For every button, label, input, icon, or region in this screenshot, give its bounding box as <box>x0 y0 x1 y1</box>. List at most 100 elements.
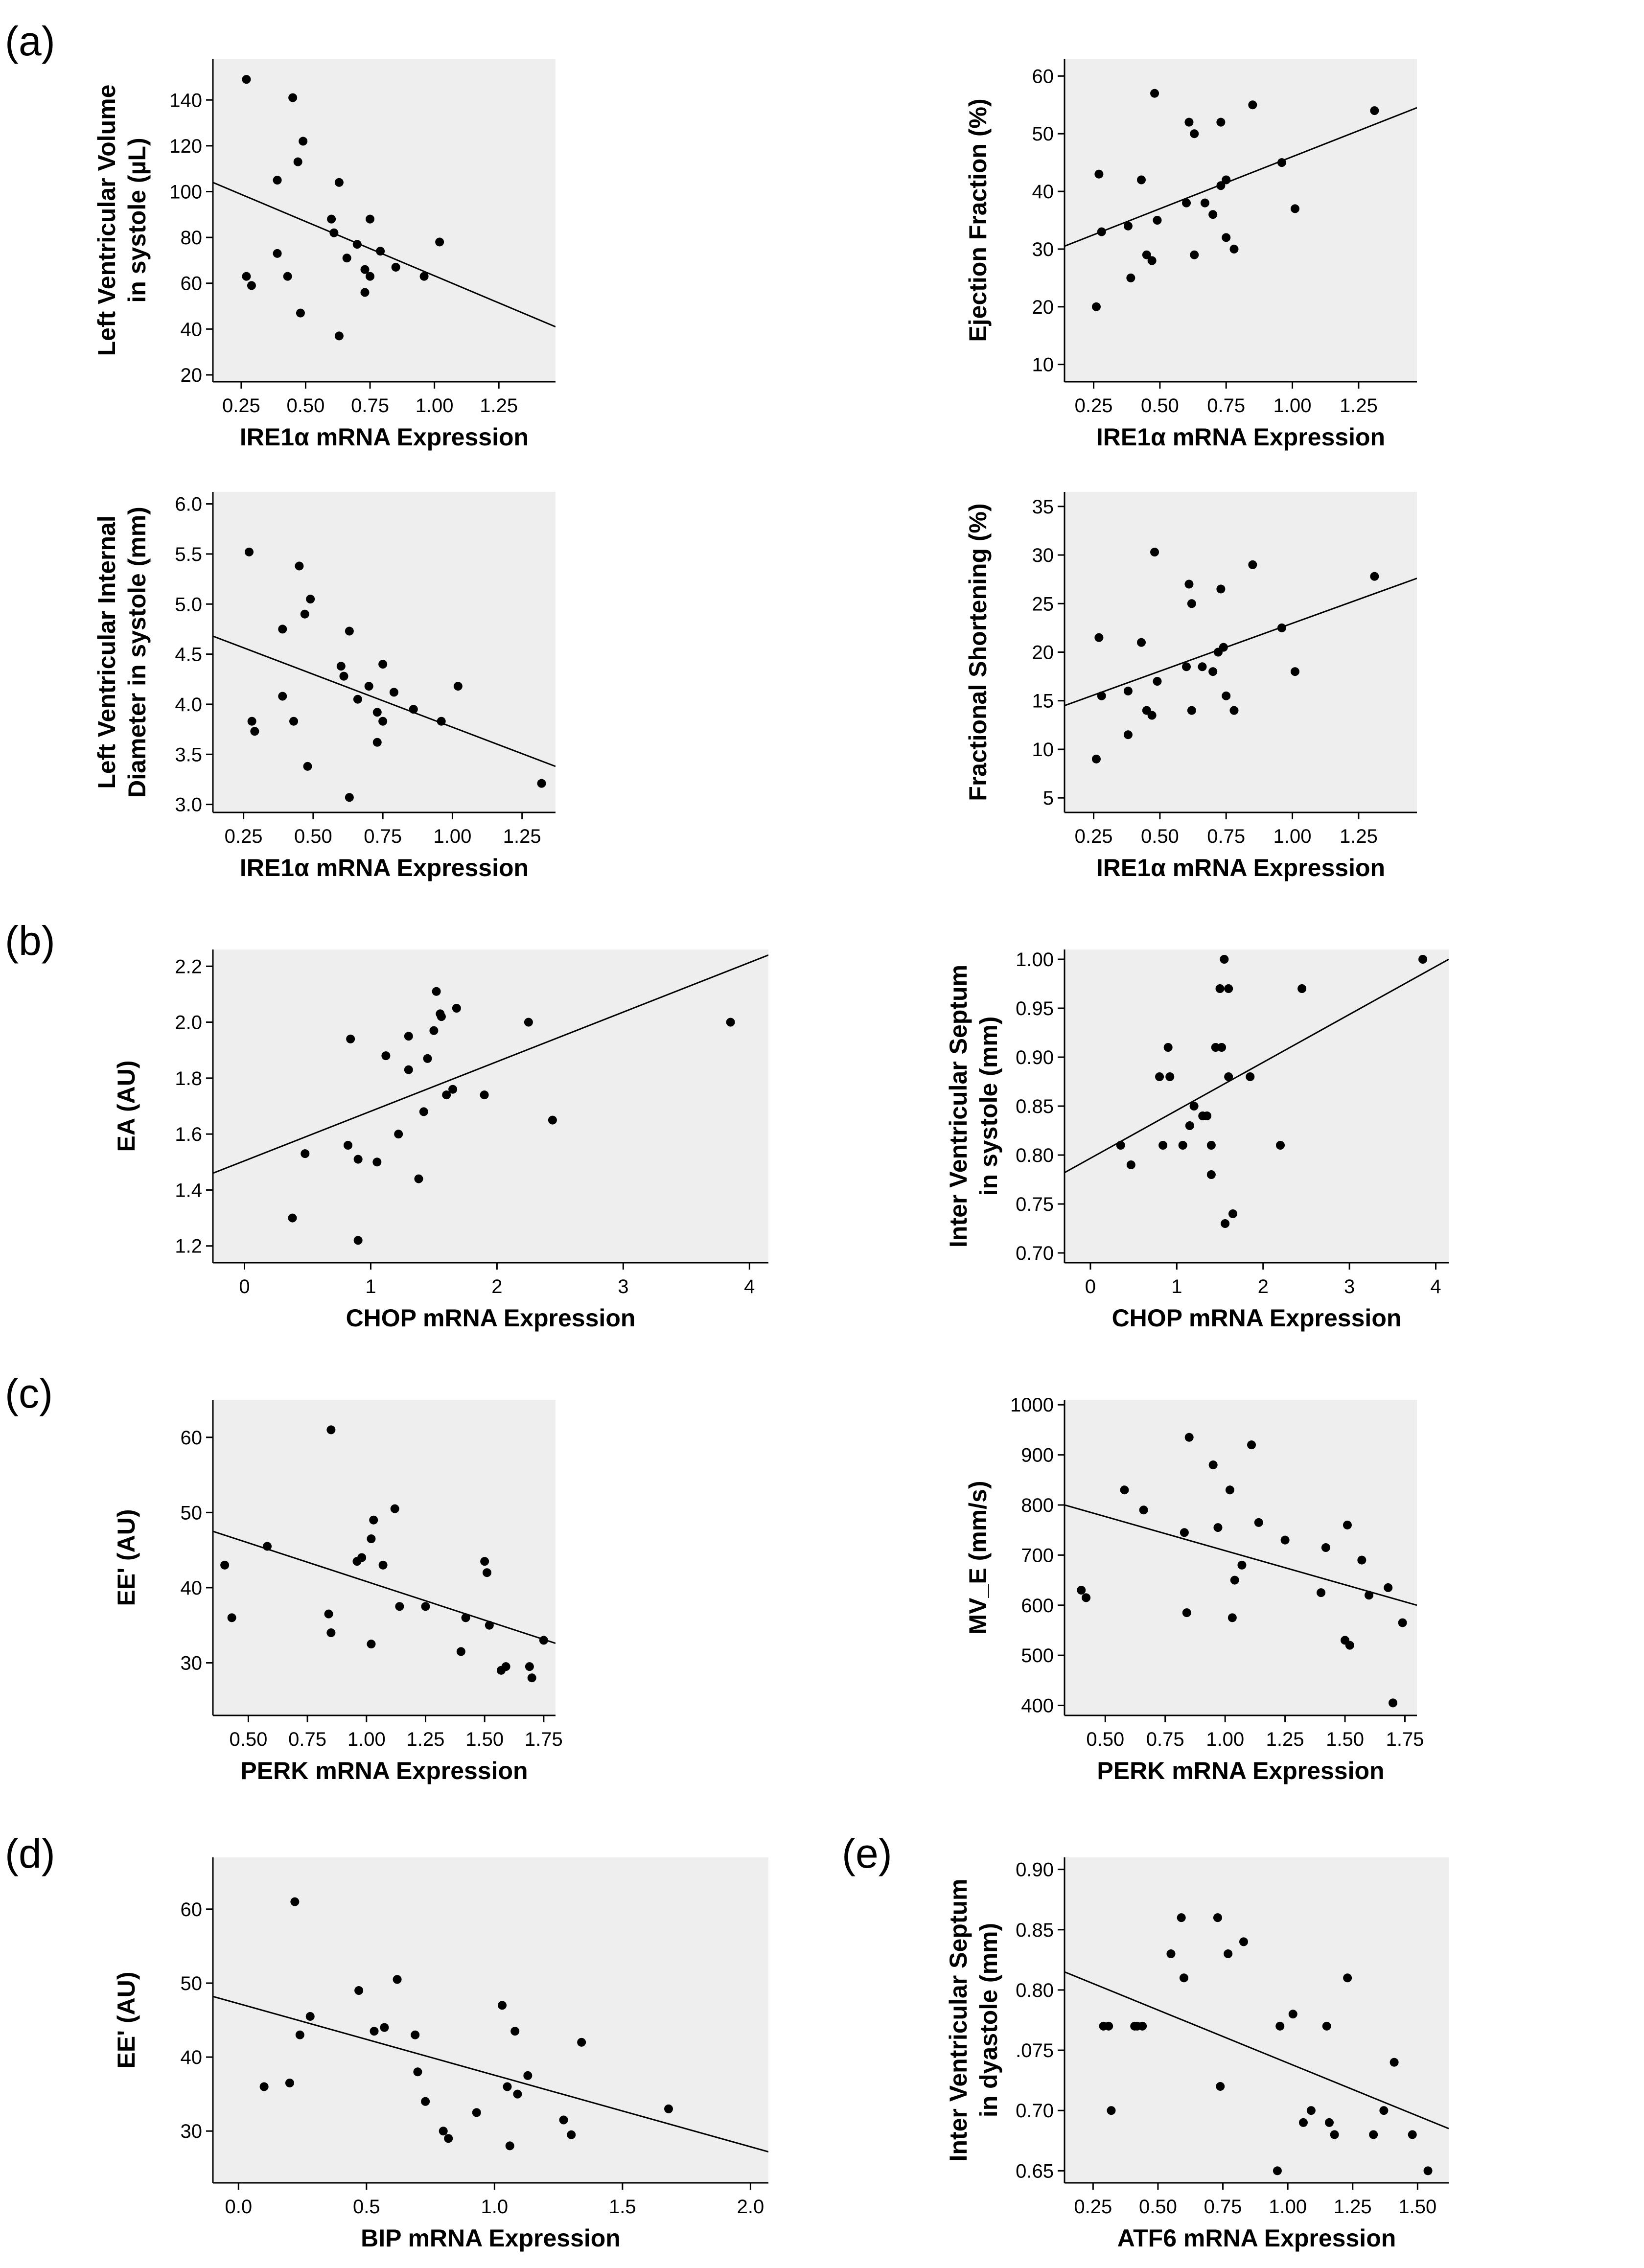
chart-a1-plot-area <box>213 59 556 382</box>
chart-a2-y-tick-label-1: 20 <box>1032 297 1054 318</box>
chart-a1-point-0 <box>242 75 251 84</box>
chart-a4-point-12 <box>1187 599 1196 608</box>
chart-a3-point-17 <box>372 738 382 747</box>
chart-e1-point-25 <box>1408 2130 1417 2139</box>
chart-d1-x-tick-label-3: 1.5 <box>609 2196 636 2218</box>
chart-a2-point-24 <box>1370 106 1379 116</box>
chart-a4-point-7 <box>1147 711 1157 720</box>
chart-a1-point-10 <box>327 214 336 224</box>
chart-a4-x-tick-label-3: 1.00 <box>1274 826 1312 847</box>
chart-a4-point-1 <box>1094 633 1104 642</box>
chart-c1-y-tick-label-2: 50 <box>181 1502 203 1524</box>
chart-a3-y-tick-label-5: 5.5 <box>175 544 202 565</box>
chart-a3-point-20 <box>389 688 398 697</box>
chart-d1-y-tick-label-1: 40 <box>181 2047 203 2068</box>
chart-e1-point-16 <box>1298 2118 1308 2127</box>
chart-c1-point-9 <box>367 1640 376 1649</box>
chart-a2-x-tick-label-3: 1.00 <box>1274 395 1312 417</box>
chart-a2-y-tick-label-5: 60 <box>1032 66 1054 87</box>
chart-d1-point-6 <box>370 2027 379 2036</box>
chart-b2-point-10 <box>1203 1111 1212 1120</box>
chart-e1-point-26 <box>1423 2166 1433 2175</box>
chart-b2-point-7 <box>1185 1121 1194 1130</box>
chart-d1-point-15 <box>498 2001 507 2010</box>
chart-a3-x-tick-label-2: 0.75 <box>364 826 402 847</box>
chart-c1-x-tick-label-3: 1.25 <box>407 1729 445 1750</box>
chart-c2-point-1 <box>1082 1593 1091 1602</box>
chart-a1-point-8 <box>296 308 305 318</box>
chart-c1-x-tick-label-2: 1.00 <box>347 1729 386 1750</box>
chart-d1-y-tick-label-2: 50 <box>181 1973 203 1994</box>
chart-a3-point-11 <box>339 671 348 681</box>
chart-c1-point-23 <box>527 1673 536 1683</box>
chart-a2-point-15 <box>1208 210 1218 219</box>
chart-b1-point-8 <box>394 1130 403 1139</box>
chart-c2-y-tick-label-3: 700 <box>1021 1545 1054 1566</box>
chart-a2-y-tick-label-2: 30 <box>1032 239 1054 260</box>
chart-a2-point-13 <box>1190 250 1199 259</box>
chart-b2-y-tick-label-0: 0.70 <box>1016 1243 1054 1264</box>
chart-a4-x-tick-label-2: 0.75 <box>1207 826 1245 847</box>
chart-c1-point-16 <box>461 1613 470 1622</box>
chart-e1-point-2 <box>1107 2106 1116 2115</box>
chart-c2-point-19 <box>1343 1520 1352 1529</box>
chart-b1-y-tick-label-3: 1.8 <box>175 1068 202 1089</box>
chart-d1-y-tick-label-3: 60 <box>181 1899 203 1921</box>
chart-c2-point-8 <box>1213 1523 1223 1532</box>
chart-d1-y-tick-label-0: 30 <box>181 2121 203 2142</box>
chart-a1-x-tick-label-1: 0.50 <box>287 395 325 417</box>
chart-a4-point-21 <box>1248 560 1257 569</box>
chart-a2-x-tick-label-1: 0.50 <box>1141 395 1179 417</box>
panel-label-b: (b) <box>5 918 55 964</box>
chart-e1-point-21 <box>1343 1973 1352 1983</box>
chart-b2-point-5 <box>1165 1072 1175 1081</box>
chart-e1-point-9 <box>1213 1913 1222 1922</box>
chart-a4-y-tick-label-4: 25 <box>1032 593 1054 615</box>
chart-c1-y-tick-label-3: 60 <box>181 1427 203 1449</box>
chart-c1-plot-area <box>213 1400 556 1715</box>
chart-b1-x-tick-label-3: 3 <box>618 1276 628 1297</box>
chart-b2-point-13 <box>1211 1043 1220 1052</box>
chart-b1-y-tick-label-5: 2.2 <box>175 956 202 977</box>
chart-a2-point-12 <box>1190 129 1199 139</box>
chart-c1-x-tick-label-4: 1.50 <box>465 1729 504 1750</box>
chart-a3-point-4 <box>278 692 287 701</box>
chart-b2-point-8 <box>1189 1102 1199 1111</box>
chart-e1-y-tick-label-0: 0.65 <box>1016 2160 1054 2182</box>
chart-a2-point-18 <box>1222 175 1231 185</box>
chart-a1-point-18 <box>366 272 375 281</box>
chart-e1-point-24 <box>1389 2058 1399 2067</box>
chart-a2-point-2 <box>1097 227 1106 236</box>
chart-d1-point-0 <box>259 2082 269 2091</box>
chart-a1-point-9 <box>299 137 308 146</box>
chart-a1-x-tick-label-4: 1.25 <box>480 395 518 417</box>
chart-a3-point-13 <box>345 793 354 802</box>
chart-a3-point-8 <box>303 762 312 771</box>
chart-d1-point-20 <box>523 2071 533 2080</box>
chart-c2-fit-line <box>1065 1504 1417 1606</box>
chart-c1-fit-line <box>213 1530 556 1644</box>
chart-e1-point-10 <box>1216 2082 1225 2091</box>
chart-e1-y-tick-label-1: 0.70 <box>1016 2100 1054 2122</box>
chart-b1-point-22 <box>524 1018 533 1027</box>
chart-c1-point-24 <box>539 1636 548 1645</box>
chart-c2-x-tick-label-5: 1.75 <box>1386 1729 1424 1750</box>
chart-b2-point-20 <box>1228 1209 1237 1218</box>
chart-c1-point-7 <box>357 1553 367 1562</box>
chart-c1-point-19 <box>485 1620 494 1630</box>
chart-e1-point-13 <box>1273 2166 1282 2175</box>
chart-b1-x-tick-label-2: 2 <box>491 1276 502 1297</box>
chart-a4-point-10 <box>1182 662 1191 671</box>
chart-e1-x-axis-title: ATF6 mRNA Expression <box>1117 2224 1396 2252</box>
chart-a2-point-11 <box>1184 117 1194 127</box>
chart-b2-point-17 <box>1221 1219 1230 1228</box>
chart-c2-y-axis-title-line-0: MV_E (mm/s) <box>964 1481 992 1635</box>
chart-c2-point-3 <box>1139 1505 1148 1515</box>
chart-d1-x-tick-label-4: 2.0 <box>737 2196 764 2218</box>
chart-a2-point-10 <box>1182 198 1191 208</box>
chart-a3-point-12 <box>345 626 354 636</box>
chart-b1-point-0 <box>288 1213 297 1223</box>
chart-a3-y-axis-title-line-1: Diameter in systole (mm) <box>123 507 151 798</box>
chart-c2-point-22 <box>1365 1591 1374 1600</box>
chart-d1-point-8 <box>393 1975 402 1984</box>
